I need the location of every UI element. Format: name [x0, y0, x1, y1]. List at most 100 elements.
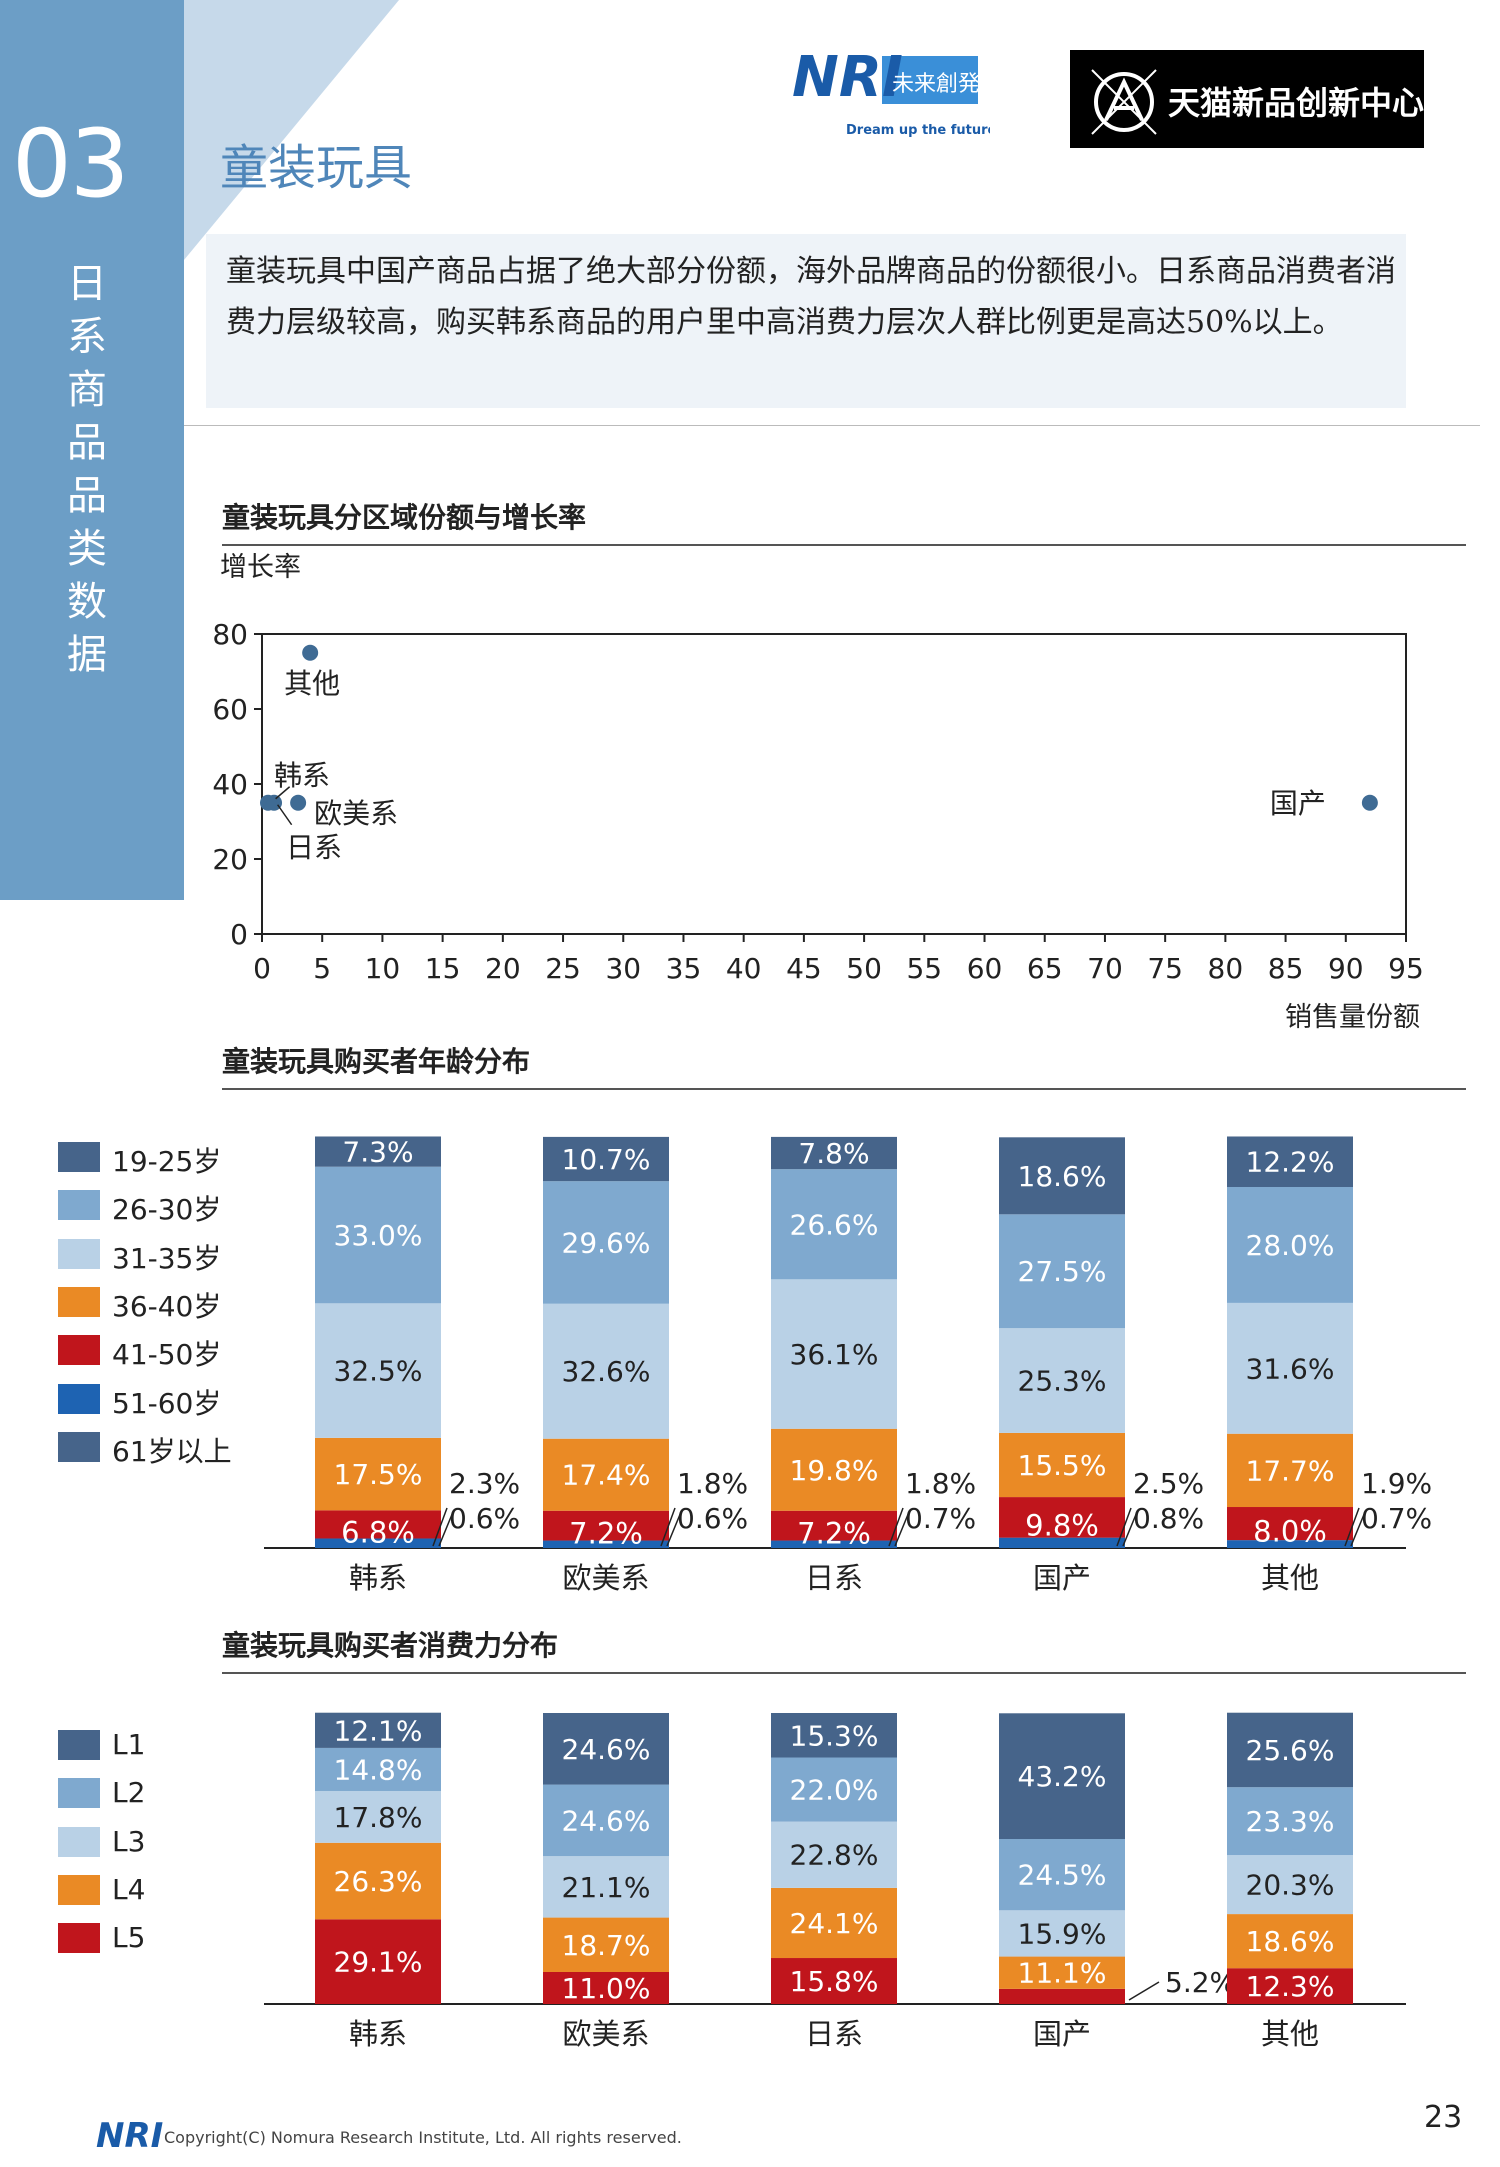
bar-value-label: 21.1%	[562, 1871, 651, 1904]
y-tick-label: 40	[212, 768, 248, 801]
x-tick-label: 30	[605, 952, 641, 985]
small-value-label: 1.8%	[677, 1467, 748, 1500]
bar-value-label: 5.2%	[1165, 1966, 1236, 1999]
legend-label: L4	[112, 1872, 146, 1906]
nri-logo-subtext: 未来創発	[892, 72, 980, 97]
x-tick-label: 10	[365, 952, 401, 985]
bar-value-label: 11.0%	[562, 1972, 651, 2005]
bar-value-label: 12.3%	[1246, 1970, 1335, 2003]
bar-value-label: 20.3%	[1246, 1869, 1335, 1902]
legend-label: L3	[112, 1824, 146, 1858]
y-tick-label: 60	[212, 693, 248, 726]
nri-logo-tagline: Dream up the future.	[846, 123, 990, 138]
bar-segment	[771, 1428, 897, 1511]
scatter-point	[266, 794, 283, 811]
category-label: 日系	[805, 2017, 863, 2051]
bar-segment	[999, 1137, 1125, 1215]
bar-segment	[999, 1432, 1125, 1498]
scatter-point	[302, 644, 319, 661]
legend-label: 19-25岁	[112, 1145, 222, 1178]
bar-segment	[1227, 1136, 1353, 1187]
bar-segment	[315, 1136, 441, 1167]
scatter-chart: 增长率 0 20 40 60 80 0 5 10 15 20 25 30 35 40 45 50 55 60 65 70…	[212, 552, 1424, 1033]
x-tick-label: 45	[786, 952, 822, 985]
x-tick-label: 15	[425, 952, 461, 985]
legend-label: L1	[112, 1728, 146, 1761]
scatter-title-rule	[222, 544, 1466, 546]
bar-segment	[999, 1497, 1125, 1538]
bar-value-label: 9.8%	[1025, 1508, 1099, 1542]
bar-segment	[543, 1510, 669, 1541]
legend-label: 61岁以上	[112, 1434, 232, 1468]
bar-segment	[543, 1971, 669, 2004]
bar-value-label: 18.6%	[1246, 1925, 1335, 1958]
page-title: 童装玩具	[220, 140, 413, 196]
bar-value-label: 17.7%	[1246, 1454, 1335, 1487]
bar-value-label: 17.8%	[334, 1801, 423, 1834]
legend-label: 31-35岁	[112, 1241, 222, 1275]
x-tick-label: 50	[846, 952, 882, 985]
bar-segment	[999, 1537, 1125, 1548]
x-tick-label: 20	[485, 952, 521, 985]
small-value-label: 2.3%	[449, 1467, 520, 1500]
small-value-label: 0.6%	[449, 1502, 520, 1535]
partner-label: 天猫新品创新中心	[1168, 84, 1425, 122]
bar-value-label: 11.1%	[1018, 1957, 1107, 1990]
legend-label: 51-60岁	[112, 1386, 222, 1420]
bar-value-label: 23.3%	[1246, 1805, 1335, 1838]
age-chart-title: 童装玩具购买者年龄分布	[222, 1045, 531, 1078]
bar-segment	[771, 1540, 897, 1548]
legend-swatch	[58, 1286, 100, 1317]
leader-line	[888, 1507, 904, 1547]
legend-swatch	[58, 1335, 100, 1366]
bar-value-label: 14.8%	[334, 1753, 423, 1786]
bar-segment	[315, 1437, 441, 1511]
legend-swatch	[58, 1142, 100, 1172]
bar-value-label: 15.5%	[1018, 1449, 1107, 1482]
bar-segment	[1227, 1787, 1353, 1856]
section-sidebar	[0, 0, 184, 900]
bar-segment	[315, 1510, 441, 1539]
bar-segment	[771, 1713, 897, 1758]
section-label: 日系商品品类数据	[67, 261, 107, 678]
bar-value-label: 7.8%	[798, 1137, 869, 1170]
small-value-label: 2.5%	[1133, 1467, 1204, 1500]
legend-swatch	[58, 1923, 100, 1954]
legend-label: L2	[112, 1776, 146, 1810]
leader-line	[660, 1507, 676, 1547]
bar-segment	[1227, 1433, 1353, 1508]
bar-value-label: 19.8%	[790, 1454, 879, 1487]
legend-label: L5	[112, 1921, 146, 1955]
small-value-label: 1.8%	[905, 1467, 976, 1500]
legend-swatch	[58, 1238, 100, 1269]
bar-value-label: 36.1%	[790, 1338, 879, 1371]
scatter-plot-frame	[261, 633, 1407, 935]
x-tick-label: 35	[666, 952, 702, 985]
bar-segment	[543, 1136, 669, 1182]
legend-swatch	[58, 1874, 100, 1905]
bar-segment	[999, 1713, 1125, 1840]
bar-segment	[999, 1328, 1125, 1433]
bar-segment	[315, 1166, 441, 1304]
small-value-label: 0.7%	[1361, 1502, 1432, 1535]
bar-segment	[1227, 1507, 1353, 1541]
category-label: 其他	[1261, 1561, 1319, 1595]
bar-segment	[543, 1784, 669, 1857]
x-tick-label: 95	[1388, 952, 1424, 985]
leader-line	[438, 1511, 454, 1547]
nri-logo: NRI 未来創発 Dream up the future.	[792, 45, 990, 138]
bar-segment	[771, 1279, 897, 1429]
leader-line	[1116, 1507, 1132, 1547]
x-tick-label: 65	[1027, 952, 1063, 985]
leader-line	[1128, 1981, 1160, 2001]
bar-segment	[315, 1919, 441, 2004]
legend-label: 36-40岁	[112, 1289, 222, 1323]
bar-segment	[1227, 1968, 1353, 2004]
bar-segment	[315, 1842, 441, 1920]
category-label: 欧美系	[562, 2017, 649, 2051]
bar-value-label: 26.3%	[334, 1865, 423, 1898]
spend-chart-title-rule	[222, 1672, 1466, 1674]
category-label: 日系	[805, 1561, 863, 1595]
bar-segment	[543, 1856, 669, 1918]
bar-value-label: 12.2%	[1246, 1146, 1335, 1179]
